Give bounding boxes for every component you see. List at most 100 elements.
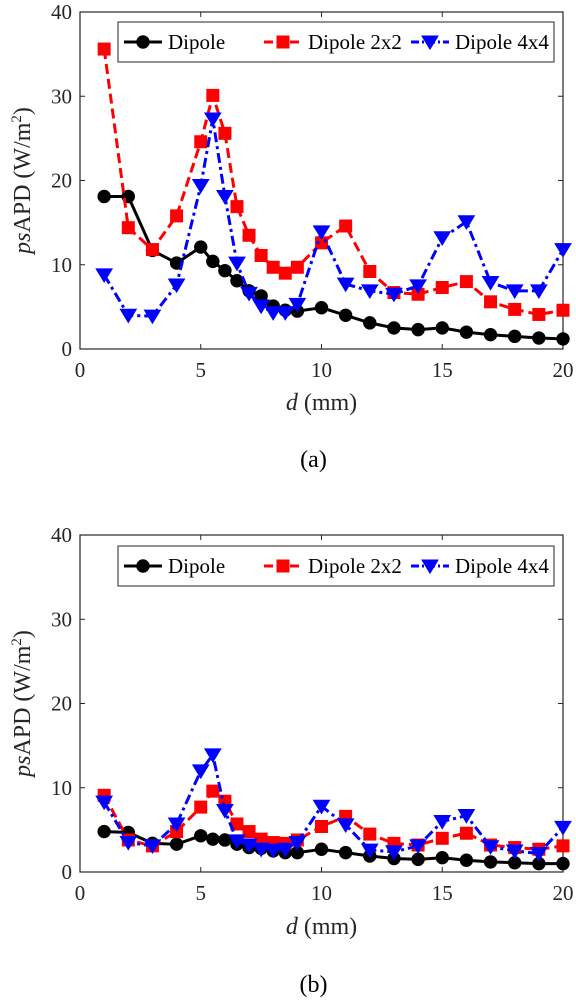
- data-point: [360, 843, 379, 859]
- y-tick-label: 0: [62, 860, 73, 884]
- data-point: [95, 268, 114, 284]
- data-point: [459, 853, 474, 867]
- y-tick-label: 30: [51, 607, 72, 631]
- data-point: [529, 284, 548, 300]
- x-axis-label: d (mm): [286, 914, 357, 940]
- data-point: [167, 817, 186, 833]
- data-point: [252, 842, 271, 858]
- x-tick-label: 15: [432, 881, 453, 905]
- panel-caption: (a): [300, 447, 327, 473]
- panel-caption: (b): [300, 972, 328, 998]
- legend-marker: [136, 559, 150, 573]
- y-tick-label: 0: [62, 337, 73, 361]
- x-tick-label: 20: [553, 358, 574, 382]
- data-point: [206, 784, 220, 798]
- data-point: [143, 839, 162, 855]
- legend-box: [117, 21, 555, 63]
- legend-label: Dipole 2x2: [308, 554, 402, 578]
- data-point: [194, 800, 208, 814]
- data-point: [97, 42, 111, 56]
- data-point: [203, 748, 222, 764]
- data-point: [483, 855, 498, 869]
- y-tick-label: 40: [51, 523, 72, 547]
- x-tick-label: 5: [196, 358, 207, 382]
- data-point: [143, 309, 162, 325]
- legend: Dipole Dipole 2x2 Dipole 4x4: [117, 545, 555, 587]
- data-point: [191, 764, 210, 780]
- data-point: [385, 845, 403, 860]
- data-point: [363, 316, 377, 330]
- data-point: [411, 852, 425, 867]
- legend-marker: [276, 35, 290, 49]
- data-point: [240, 838, 258, 854]
- data-point: [206, 254, 220, 269]
- data-point: [194, 240, 208, 254]
- x-tick-label: 10: [311, 881, 332, 905]
- data-point: [315, 820, 328, 834]
- data-point: [385, 287, 403, 303]
- x-tick-label: 0: [75, 881, 86, 905]
- data-point: [264, 843, 283, 859]
- data-point: [433, 231, 452, 246]
- data-point: [459, 275, 473, 289]
- data-point: [288, 836, 307, 851]
- data-point: [206, 832, 220, 846]
- data-point: [481, 840, 500, 855]
- data-point: [338, 308, 353, 322]
- data-point: [119, 836, 138, 851]
- data-point: [387, 321, 401, 335]
- x-tick-label: 20: [553, 881, 574, 905]
- legend-label: Dipole 2x2: [308, 30, 402, 54]
- legend-marker: [421, 35, 439, 51]
- legend-label: Dipole 4x4: [455, 30, 549, 54]
- data-point: [203, 112, 222, 128]
- y-axis-label: psAPD (W/m2): [9, 107, 36, 256]
- data-point: [314, 301, 329, 315]
- data-point: [194, 829, 208, 843]
- data-point: [411, 322, 425, 337]
- legend-label: Dipole: [168, 554, 225, 578]
- data-point: [481, 275, 500, 291]
- y-tick-label: 10: [51, 253, 72, 277]
- data-point: [288, 297, 307, 313]
- data-point: [266, 260, 280, 274]
- data-point: [218, 263, 232, 278]
- x-tick-label: 0: [75, 358, 86, 382]
- data-point: [312, 799, 331, 815]
- data-point: [191, 179, 210, 194]
- series-dipole: [97, 189, 570, 346]
- data-point: [435, 321, 449, 335]
- legend-marker: [276, 559, 290, 573]
- data-point: [409, 279, 427, 294]
- data-point: [556, 332, 570, 346]
- data-point: [532, 307, 546, 321]
- legend-box: [117, 545, 555, 587]
- data-point: [218, 833, 232, 847]
- data-point: [556, 303, 570, 317]
- data-point: [276, 842, 295, 858]
- data-point: [336, 818, 355, 833]
- data-point: [554, 820, 572, 836]
- x-axis-label: d (mm): [286, 390, 357, 416]
- data-point: [508, 302, 522, 316]
- data-point: [170, 209, 184, 223]
- x-tick-label: 15: [432, 358, 453, 382]
- data-point: [483, 327, 498, 342]
- data-point: [435, 280, 449, 294]
- data-point: [206, 88, 220, 102]
- x-tick-label: 10: [311, 358, 332, 382]
- data-point: [228, 834, 246, 849]
- data-point: [409, 839, 427, 855]
- data-point: [360, 284, 379, 300]
- data-point: [363, 264, 377, 278]
- panel-a: 0 5 10 15 20 0 10 20 30 40 d (mm) psAPD (W/m2) (a) Di…: [9, 0, 574, 473]
- y-tick-label: 40: [51, 0, 72, 24]
- data-point: [339, 219, 353, 233]
- data-point: [242, 228, 256, 242]
- data-point: [459, 325, 474, 339]
- data-point: [276, 306, 295, 321]
- data-point: [119, 308, 138, 324]
- data-point: [97, 189, 111, 204]
- data-point: [145, 243, 159, 257]
